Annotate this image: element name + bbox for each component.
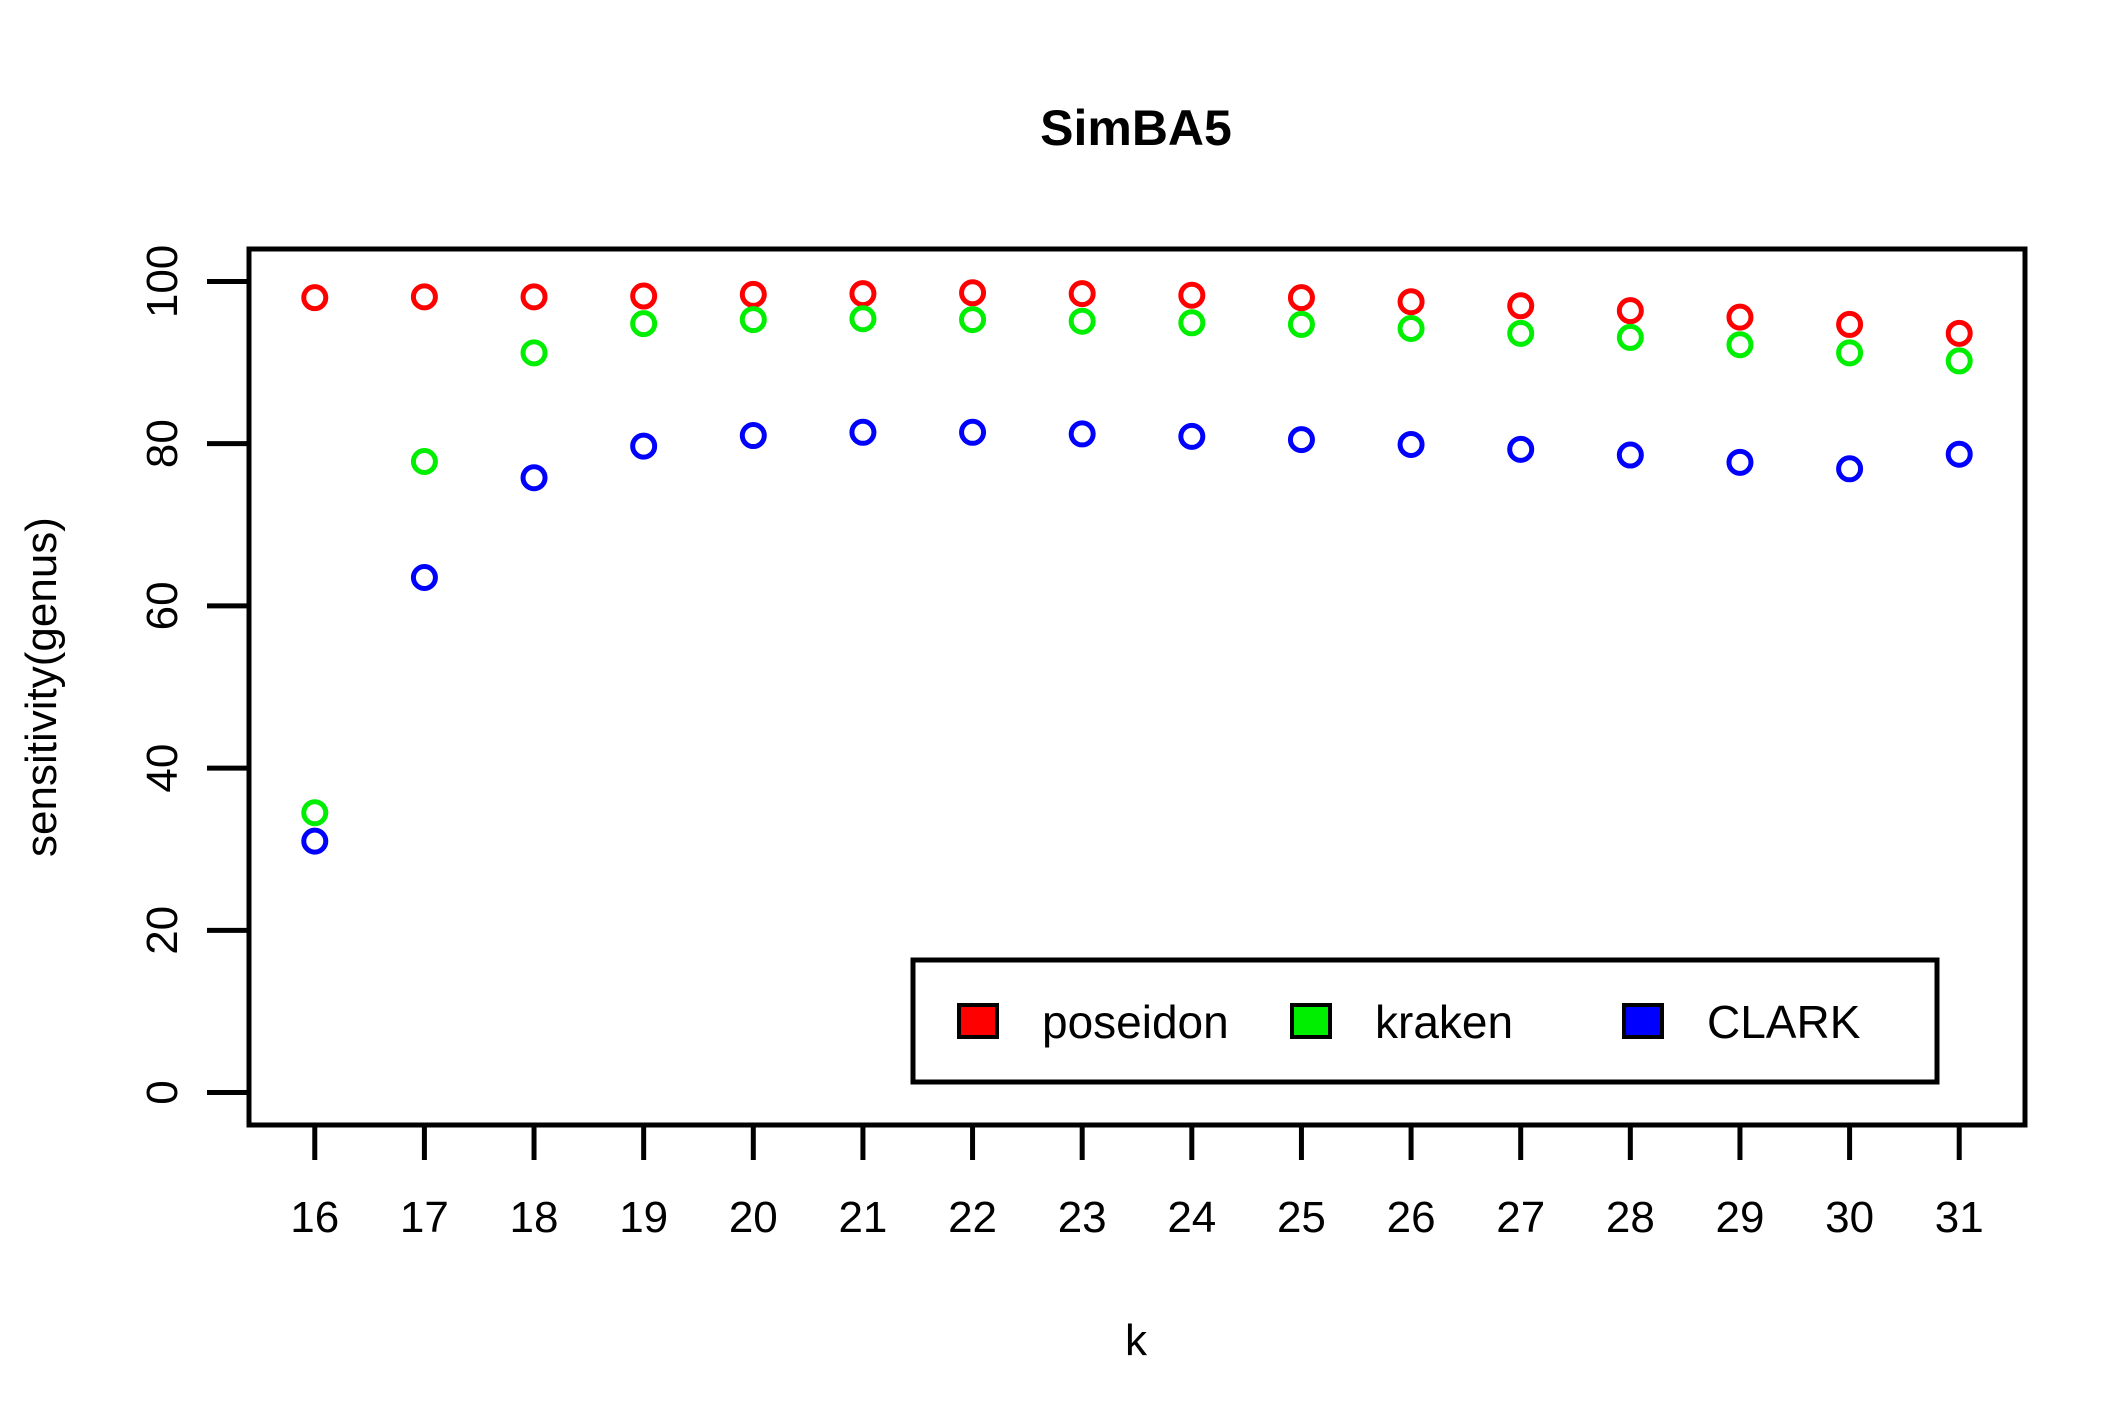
- point-kraken: [1178, 309, 1206, 337]
- point-poseidon: [520, 283, 548, 311]
- point-clark: [630, 432, 658, 460]
- point-clark: [1836, 455, 1864, 483]
- legend-label-poseidon: poseidon: [1042, 996, 1229, 1048]
- x-tick-label: 17: [400, 1193, 449, 1242]
- point-kraken: [739, 306, 767, 334]
- x-tick-label: 30: [1825, 1193, 1874, 1242]
- point-kraken: [849, 305, 877, 333]
- point-kraken: [1287, 310, 1315, 338]
- x-tick-label: 27: [1496, 1193, 1545, 1242]
- point-kraken: [1507, 319, 1535, 347]
- point-poseidon: [1945, 319, 1973, 347]
- point-clark: [520, 464, 548, 492]
- x-tick-label: 16: [290, 1193, 339, 1242]
- legend-swatch-poseidon: [957, 1003, 999, 1039]
- point-poseidon: [1287, 284, 1315, 312]
- point-clark: [1507, 435, 1535, 463]
- point-kraken: [1836, 339, 1864, 367]
- x-tick-label: 18: [510, 1193, 559, 1242]
- point-clark: [1178, 422, 1206, 450]
- legend-label-clark: CLARK: [1707, 996, 1861, 1048]
- x-tick-label: 28: [1606, 1193, 1655, 1242]
- point-kraken: [1397, 314, 1425, 342]
- point-clark: [1726, 448, 1754, 476]
- x-tick-label: 26: [1387, 1193, 1436, 1242]
- y-axis-label: sensitivity(genus): [17, 517, 66, 857]
- point-kraken: [630, 310, 658, 338]
- legend: poseidon kraken CLARK: [910, 957, 1940, 1085]
- x-tick-label: 25: [1277, 1193, 1326, 1242]
- point-poseidon: [739, 280, 767, 308]
- y-tick-label: 80: [138, 419, 187, 468]
- point-poseidon: [410, 283, 438, 311]
- legend-box: [910, 957, 1940, 1085]
- point-poseidon: [301, 284, 329, 312]
- legend-swatch-clark: [1622, 1003, 1664, 1039]
- point-poseidon: [1616, 297, 1644, 325]
- y-axis: 0 20 40 60 80 100: [138, 245, 252, 1105]
- legend-swatch-kraken: [1290, 1003, 1332, 1039]
- point-clark: [739, 422, 767, 450]
- legend-label-kraken: kraken: [1375, 996, 1513, 1048]
- point-clark: [1616, 441, 1644, 469]
- point-clark: [301, 827, 329, 855]
- x-axis: 16 17 18 19 20 21 22 23 24 25 26 27 28 29 30 31: [290, 1122, 1984, 1242]
- y-tick-label: 40: [138, 744, 187, 793]
- point-poseidon: [849, 280, 877, 308]
- point-clark: [959, 418, 987, 446]
- point-clark: [1945, 440, 1973, 468]
- point-clark: [849, 418, 877, 446]
- point-kraken: [959, 306, 987, 334]
- x-tick-label: 22: [948, 1193, 997, 1242]
- point-clark: [1068, 420, 1096, 448]
- y-tick-label: 20: [138, 906, 187, 955]
- point-kraken: [1616, 323, 1644, 351]
- point-poseidon: [1726, 303, 1754, 331]
- chart-title: SimBA5: [1040, 100, 1232, 156]
- point-kraken: [1726, 331, 1754, 359]
- point-kraken: [301, 799, 329, 827]
- point-poseidon: [1178, 281, 1206, 309]
- point-kraken: [410, 448, 438, 476]
- data-points: [301, 279, 1973, 855]
- x-tick-label: 31: [1935, 1193, 1984, 1242]
- point-clark: [1287, 426, 1315, 454]
- x-axis-label: k: [1125, 1316, 1148, 1365]
- point-kraken: [520, 339, 548, 367]
- y-tick-label: 60: [138, 581, 187, 630]
- point-poseidon: [1836, 310, 1864, 338]
- x-tick-label: 29: [1715, 1193, 1764, 1242]
- x-tick-label: 24: [1167, 1193, 1216, 1242]
- x-tick-label: 20: [729, 1193, 778, 1242]
- point-clark: [1397, 430, 1425, 458]
- point-kraken: [1945, 347, 1973, 375]
- x-tick-label: 23: [1058, 1193, 1107, 1242]
- y-tick-label: 0: [138, 1080, 187, 1104]
- point-poseidon: [959, 279, 987, 307]
- x-tick-label: 19: [619, 1193, 668, 1242]
- point-poseidon: [1397, 288, 1425, 316]
- point-poseidon: [1068, 280, 1096, 308]
- x-tick-label: 21: [838, 1193, 887, 1242]
- y-tick-label: 100: [138, 245, 187, 318]
- point-poseidon: [630, 282, 658, 310]
- point-clark: [410, 564, 438, 591]
- point-poseidon: [1507, 292, 1535, 320]
- point-kraken: [1068, 307, 1096, 335]
